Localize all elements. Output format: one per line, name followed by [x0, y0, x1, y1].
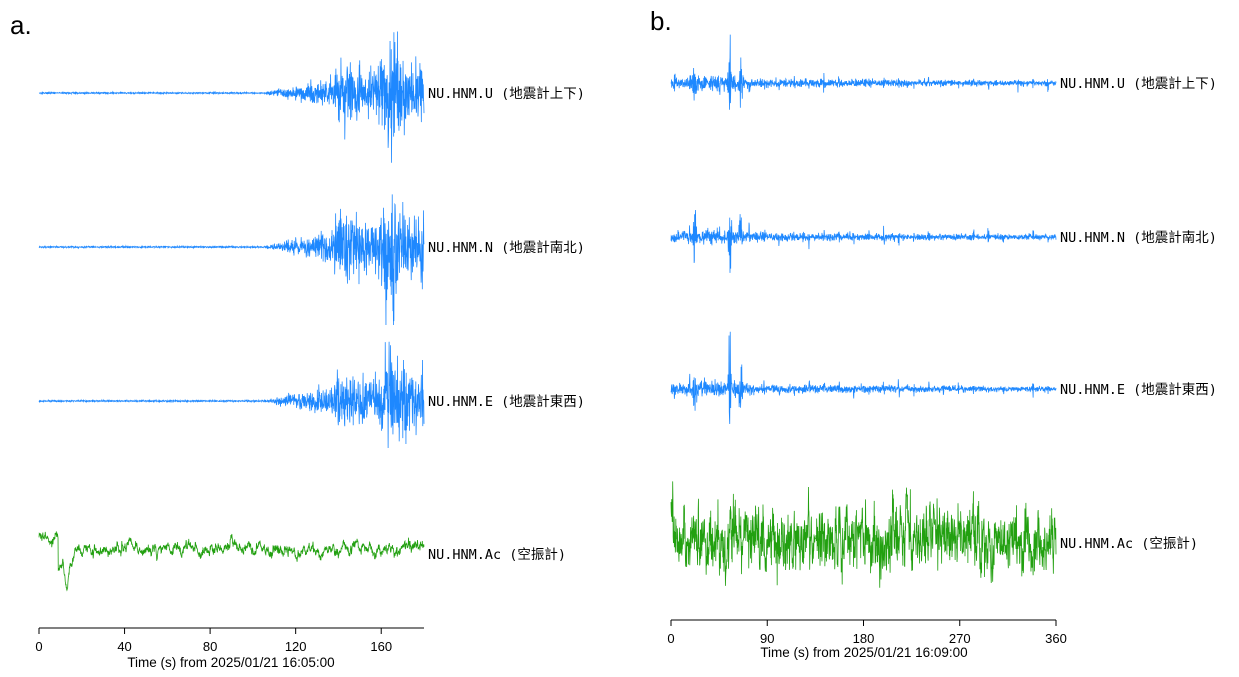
panel-a-label-u: NU.HNM.U (地震計上下) — [428, 86, 585, 102]
panel-b-tick-label-2: 180 — [853, 631, 875, 646]
panel-a: a. 0 40 80 120 160 Time (s) from 2025/01/21 … — [10, 10, 585, 670]
panel-a-tick-label-2: 80 — [203, 639, 217, 654]
panel-b-x-title: Time (s) from 2025/01/21 16:09:00 — [760, 645, 967, 660]
panel-b-letter: b. — [650, 6, 672, 36]
panel-a-trace-2 — [38, 341, 425, 448]
panel-a-trace-1 — [38, 194, 425, 326]
panel-a-label-e: NU.HNM.E (地震計東西) — [428, 394, 585, 410]
panel-a-tick-label-4: 160 — [370, 639, 392, 654]
panel-b-label-e: NU.HNM.E (地震計東西) — [1060, 382, 1217, 398]
panel-b-tick-label-4: 360 — [1045, 631, 1067, 646]
panel-a-x-title: Time (s) from 2025/01/21 16:05:00 — [127, 655, 334, 670]
panel-a-tick-label-1: 40 — [117, 639, 131, 654]
panel-b-label-n: NU.HNM.N (地震計南北) — [1060, 230, 1217, 246]
panel-a-tick-label-3: 120 — [285, 639, 307, 654]
panel-a-letter: a. — [10, 10, 32, 40]
panel-b-trace-3 — [670, 481, 1057, 588]
panel-b: b. 0 90 180 270 360 Time (s) from 2025/01/21… — [650, 6, 1217, 660]
panel-a-label-n: NU.HNM.N (地震計南北) — [428, 240, 585, 256]
panel-b-trace-2 — [670, 331, 1057, 424]
panel-b-label-ac: NU.HNM.Ac (空振計) — [1060, 536, 1198, 552]
panel-b-trace-0 — [670, 34, 1057, 110]
panel-b-tick-label-0: 0 — [667, 631, 674, 646]
panel-b-trace-1 — [670, 209, 1057, 273]
panel-a-tick-label-0: 0 — [35, 639, 42, 654]
panel-a-trace-3 — [38, 531, 425, 592]
panel-a-trace-0 — [38, 31, 425, 163]
panel-b-label-u: NU.HNM.U (地震計上下) — [1060, 76, 1217, 92]
panel-b-tick-label-3: 270 — [949, 631, 971, 646]
panel-b-tick-label-1: 90 — [760, 631, 774, 646]
panel-a-label-ac: NU.HNM.Ac (空振計) — [428, 547, 566, 563]
